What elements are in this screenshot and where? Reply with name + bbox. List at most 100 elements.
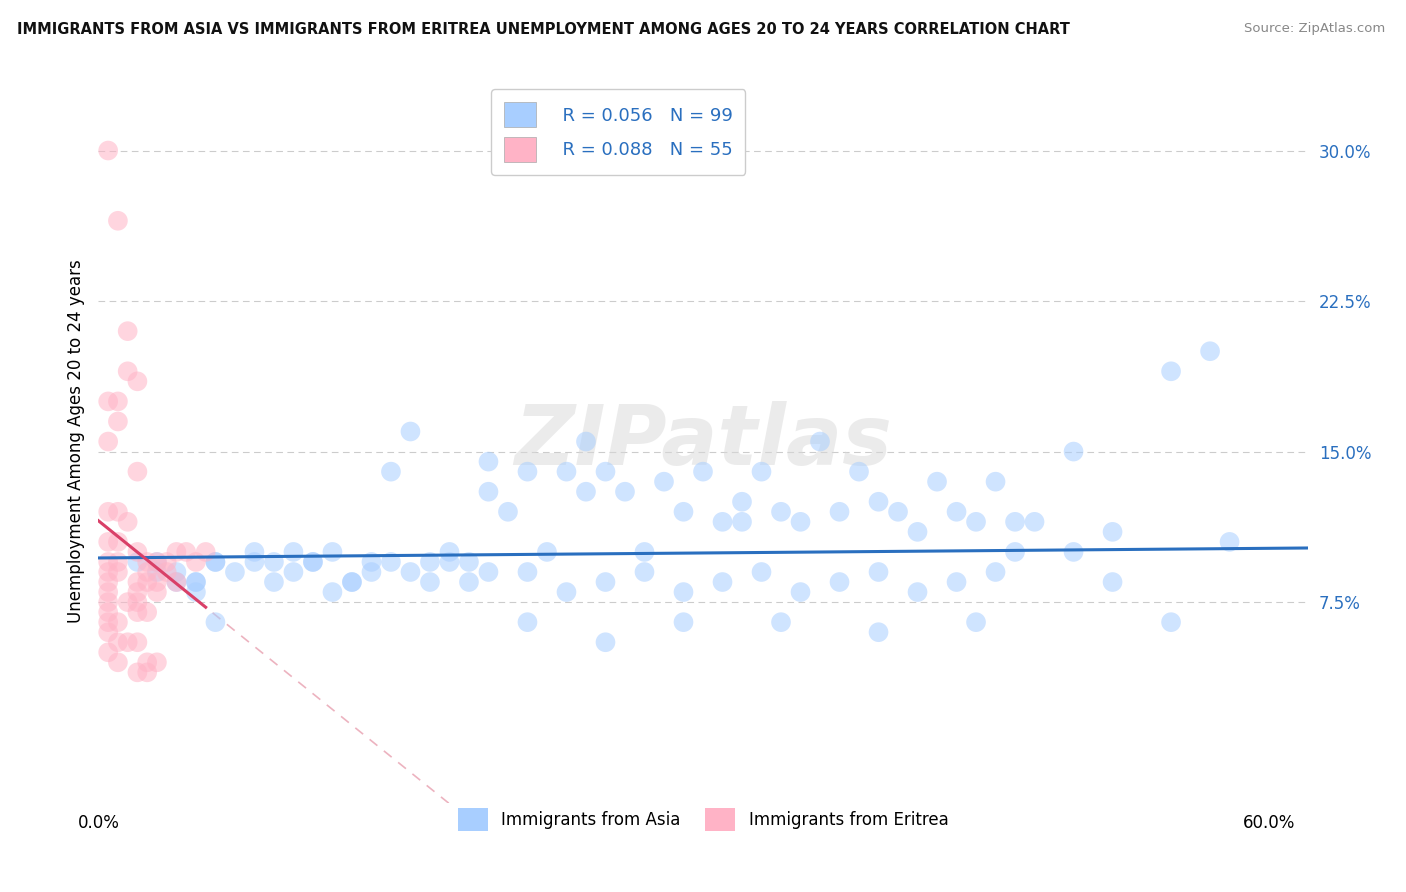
Point bbox=[731, 494, 754, 508]
Point bbox=[711, 515, 734, 529]
Point bbox=[107, 213, 129, 227]
Point bbox=[224, 565, 246, 579]
Point bbox=[127, 465, 149, 479]
Point bbox=[97, 595, 120, 609]
Point bbox=[117, 635, 139, 649]
Point bbox=[107, 414, 129, 429]
Point bbox=[1063, 545, 1085, 559]
Point bbox=[672, 505, 695, 519]
Point bbox=[633, 565, 655, 579]
Point bbox=[769, 505, 792, 519]
Point bbox=[136, 655, 159, 669]
Point bbox=[146, 575, 169, 590]
Point bbox=[127, 575, 149, 590]
Point bbox=[808, 434, 831, 449]
Point bbox=[575, 434, 598, 449]
Point bbox=[136, 665, 159, 680]
Point bbox=[107, 394, 129, 409]
Point bbox=[107, 635, 129, 649]
Point bbox=[477, 565, 499, 579]
Point bbox=[243, 555, 266, 569]
Point bbox=[672, 615, 695, 630]
Point bbox=[1219, 535, 1241, 549]
Point bbox=[789, 515, 811, 529]
Point bbox=[302, 555, 325, 569]
Point bbox=[97, 535, 120, 549]
Point bbox=[439, 545, 461, 559]
Point bbox=[925, 475, 948, 489]
Point bbox=[419, 575, 441, 590]
Y-axis label: Unemployment Among Ages 20 to 24 years: Unemployment Among Ages 20 to 24 years bbox=[66, 260, 84, 624]
Point bbox=[156, 555, 179, 569]
Point bbox=[477, 484, 499, 499]
Legend: Immigrants from Asia, Immigrants from Eritrea: Immigrants from Asia, Immigrants from Er… bbox=[451, 801, 955, 838]
Point bbox=[97, 394, 120, 409]
Text: ZIPatlas: ZIPatlas bbox=[515, 401, 891, 482]
Point bbox=[184, 585, 207, 599]
Point bbox=[165, 575, 187, 590]
Point bbox=[711, 575, 734, 590]
Point bbox=[769, 615, 792, 630]
Point bbox=[97, 575, 120, 590]
Point bbox=[97, 585, 120, 599]
Point bbox=[965, 615, 987, 630]
Point bbox=[283, 565, 305, 579]
Point bbox=[127, 665, 149, 680]
Point bbox=[136, 575, 159, 590]
Point bbox=[117, 515, 139, 529]
Point bbox=[107, 615, 129, 630]
Point bbox=[146, 555, 169, 569]
Point bbox=[97, 625, 120, 640]
Point bbox=[965, 515, 987, 529]
Point bbox=[555, 585, 578, 599]
Point bbox=[1101, 524, 1123, 539]
Point bbox=[536, 545, 558, 559]
Point bbox=[595, 575, 617, 590]
Point bbox=[340, 575, 363, 590]
Point bbox=[633, 545, 655, 559]
Point bbox=[127, 605, 149, 619]
Point bbox=[945, 505, 967, 519]
Point bbox=[97, 144, 120, 158]
Point bbox=[1160, 364, 1182, 378]
Point bbox=[1024, 515, 1046, 529]
Point bbox=[97, 645, 120, 659]
Point bbox=[165, 565, 187, 579]
Point bbox=[117, 364, 139, 378]
Point bbox=[127, 545, 149, 559]
Point bbox=[419, 555, 441, 569]
Point bbox=[97, 505, 120, 519]
Point bbox=[146, 565, 169, 579]
Point bbox=[136, 605, 159, 619]
Point bbox=[516, 465, 538, 479]
Text: IMMIGRANTS FROM ASIA VS IMMIGRANTS FROM ERITREA UNEMPLOYMENT AMONG AGES 20 TO 24: IMMIGRANTS FROM ASIA VS IMMIGRANTS FROM … bbox=[17, 22, 1070, 37]
Point bbox=[887, 505, 910, 519]
Point bbox=[1063, 444, 1085, 458]
Point bbox=[127, 595, 149, 609]
Point bbox=[555, 465, 578, 479]
Point bbox=[360, 565, 382, 579]
Point bbox=[614, 484, 637, 499]
Point bbox=[127, 635, 149, 649]
Point bbox=[117, 324, 139, 338]
Point bbox=[672, 585, 695, 599]
Point bbox=[751, 465, 773, 479]
Point bbox=[399, 565, 422, 579]
Point bbox=[575, 484, 598, 499]
Point bbox=[477, 455, 499, 469]
Point bbox=[184, 575, 207, 590]
Point bbox=[496, 505, 519, 519]
Point bbox=[174, 545, 197, 559]
Point bbox=[751, 565, 773, 579]
Point bbox=[692, 465, 714, 479]
Point bbox=[828, 575, 851, 590]
Point bbox=[204, 615, 226, 630]
Point bbox=[907, 585, 929, 599]
Point bbox=[243, 545, 266, 559]
Point bbox=[97, 605, 120, 619]
Point bbox=[136, 565, 159, 579]
Point bbox=[360, 555, 382, 569]
Point bbox=[595, 465, 617, 479]
Point bbox=[136, 555, 159, 569]
Point bbox=[458, 555, 481, 569]
